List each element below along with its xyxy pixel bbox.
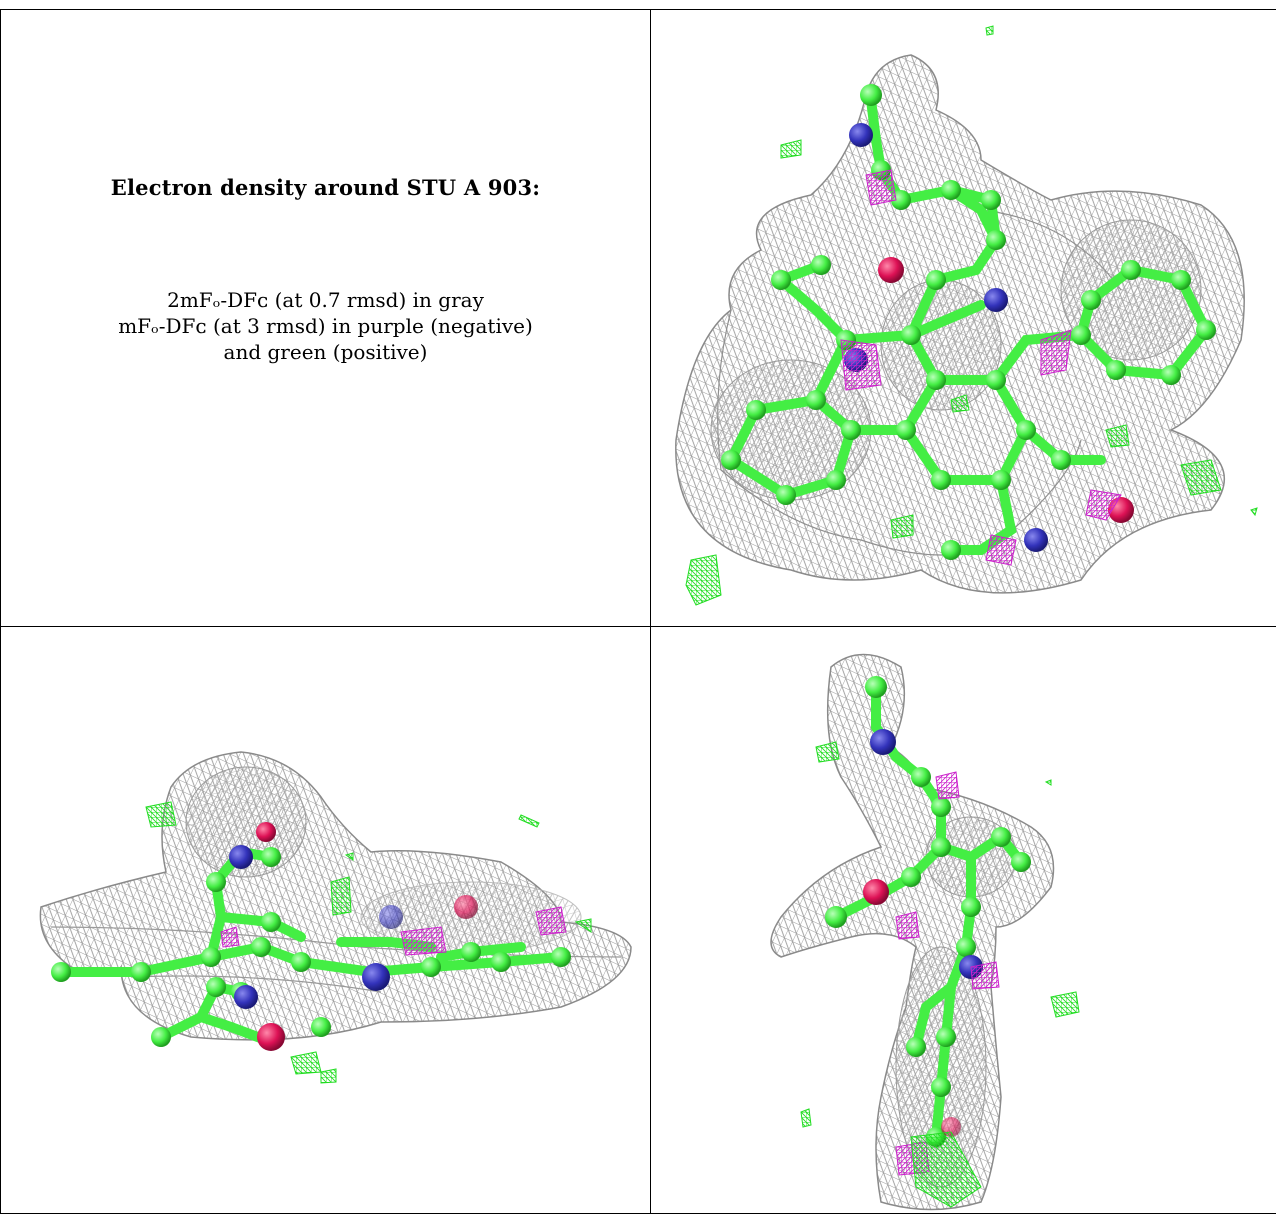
caption-title: Electron density around STU A 903: bbox=[110, 175, 541, 200]
caption-line-2: mFₒ-DFᴄ (at 3 rmsd) in purple (negative) bbox=[118, 314, 533, 338]
density-view-bottom-right-image bbox=[770, 653, 1080, 1211]
density-view-top-right-image bbox=[675, 25, 1258, 606]
grid-top-border bbox=[0, 9, 1276, 10]
grid-middle-border bbox=[0, 626, 1276, 627]
view-bottom-right bbox=[651, 627, 1276, 1213]
caption-line-1: 2mFₒ-DFᴄ (at 0.7 rmsd) in gray bbox=[167, 288, 484, 312]
grid-left-border bbox=[0, 9, 1, 1214]
caption-line-3: and green (positive) bbox=[223, 340, 428, 364]
view-top-right bbox=[651, 10, 1276, 626]
caption-cell: Electron density around STU A 903: 2mFₒ-… bbox=[1, 10, 650, 626]
grid-bottom-border bbox=[0, 1213, 1276, 1214]
view-bottom-left bbox=[1, 627, 650, 1213]
grid-center-border bbox=[650, 9, 651, 1214]
density-view-bottom-left-image bbox=[39, 751, 632, 1084]
